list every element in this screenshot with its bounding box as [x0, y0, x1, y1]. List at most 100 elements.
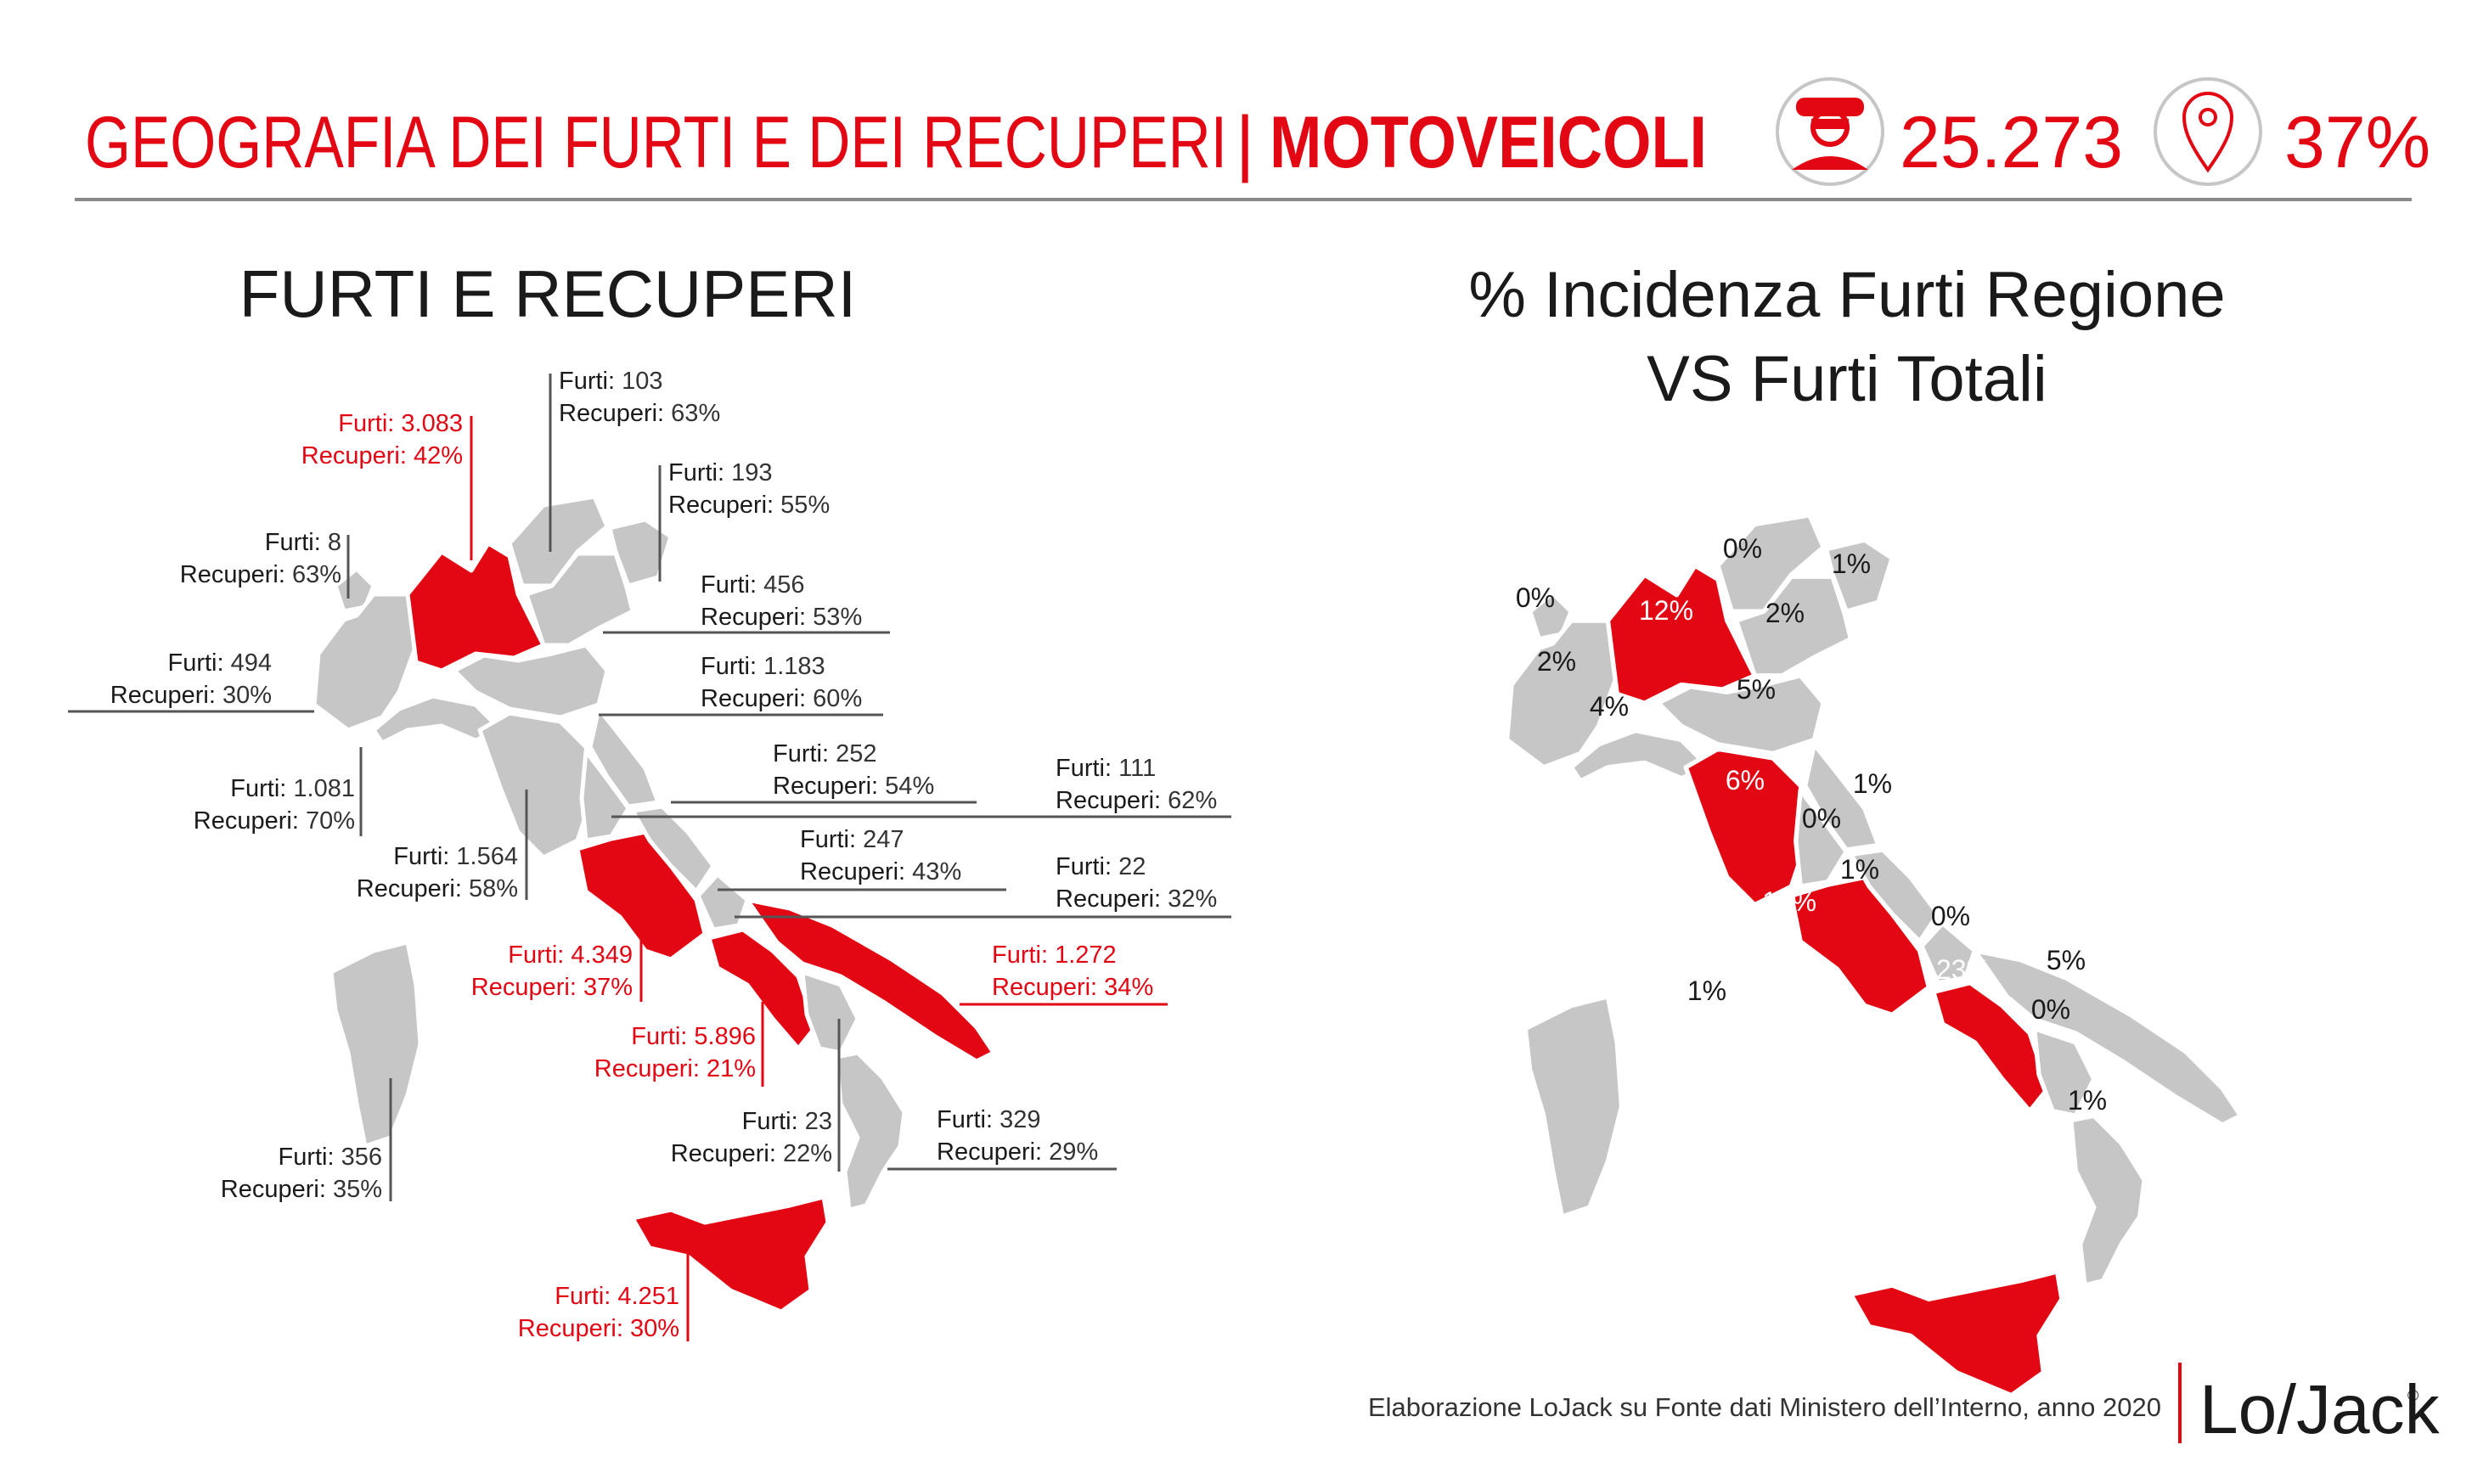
- label-value: 62%: [1161, 787, 1217, 814]
- furti-label-sardegna: Furti: 356: [278, 1144, 382, 1171]
- label-value: 35%: [326, 1176, 382, 1203]
- source-note: Elaborazione LoJack su Fonte dati Minist…: [1368, 1392, 2161, 1422]
- label-key: Furti:: [1056, 755, 1112, 782]
- left-region-emilia-romagna: [452, 643, 610, 720]
- furti-label-umbria: Furti: 111: [1056, 755, 1156, 782]
- label-value: 252: [829, 740, 876, 767]
- pct-label-valle-daosta: 0%: [1516, 582, 1555, 613]
- label-value: 8: [321, 529, 341, 556]
- label-key: Recuperi:: [1056, 885, 1161, 913]
- pct-label-puglia: 5%: [2047, 945, 2086, 975]
- recuperi-label-sicilia: Recuperi: 30%: [518, 1315, 679, 1342]
- right-region-calabria: [2069, 1113, 2147, 1288]
- pct-label-piemonte: 2%: [1537, 646, 1576, 677]
- label-value: 32%: [1161, 885, 1217, 913]
- right-region-sardegna: [1523, 994, 1625, 1219]
- title-separator: |: [1236, 102, 1254, 183]
- label-value: 54%: [878, 773, 934, 800]
- label-value: 5.896: [687, 1023, 756, 1050]
- label-key: Recuperi:: [110, 682, 216, 709]
- label-key: Recuperi:: [594, 1055, 700, 1082]
- pct-label-molise: 0%: [1931, 901, 1970, 931]
- label-key: Furti:: [265, 529, 321, 556]
- recuperi-label-puglia: Recuperi: 34%: [992, 974, 1153, 1001]
- furti-label-marche: Furti: 252: [773, 740, 877, 767]
- furti-label-calabria: Furti: 329: [937, 1106, 1041, 1133]
- right-region-lombardia: [1605, 563, 1757, 705]
- label-value: 1.081: [286, 775, 355, 802]
- recuperi-label-abruzzo: Recuperi: 43%: [800, 858, 961, 885]
- furti-label-basilicata: Furti: 23: [742, 1108, 832, 1135]
- left-region-lazio: [575, 829, 707, 962]
- label-value: 29%: [1042, 1138, 1098, 1166]
- label-value: 21%: [700, 1055, 756, 1082]
- left-region-sicilia: [630, 1195, 831, 1314]
- left-map-title: FURTI E RECUPERI: [239, 256, 857, 331]
- label-value: 23: [798, 1108, 832, 1135]
- right-region-trentino: [1715, 513, 1826, 614]
- right-region-piemonte: [1504, 618, 1619, 770]
- label-key: Recuperi:: [194, 807, 299, 835]
- left-region-molise: [695, 872, 750, 932]
- label-value: 53%: [806, 604, 862, 631]
- left-region-umbria: [579, 749, 631, 843]
- recuperi-label-toscana: Recuperi: 58%: [357, 875, 518, 902]
- label-value: 55%: [774, 492, 830, 519]
- pct-label-sicilia: 17%: [1912, 1223, 1966, 1254]
- pct-label-marche: 1%: [1853, 768, 1892, 799]
- label-value: 1.564: [449, 843, 518, 870]
- left-region-basilicata: [800, 970, 860, 1055]
- furti-label-campania: Furti: 5.896: [631, 1023, 756, 1050]
- pct-label-emilia-romagna: 5%: [1737, 674, 1776, 705]
- furti-label-abruzzo: Furti: 247: [800, 826, 904, 853]
- pct-label-trentino: 0%: [1723, 533, 1762, 564]
- label-value: 43%: [905, 858, 961, 885]
- pct-label-lombardia: 12%: [1639, 595, 1693, 626]
- furti-label-lazio: Furti: 4.349: [508, 942, 633, 969]
- label-value: 247: [856, 826, 904, 853]
- label-key: Furti:: [338, 410, 394, 437]
- label-key: Recuperi:: [668, 492, 774, 519]
- right-region-abruzzo: [1848, 847, 1940, 944]
- left-region-toscana: [477, 711, 597, 860]
- label-key: Furti:: [701, 653, 757, 680]
- lojack-logo: Lo/Jack: [2199, 1371, 2441, 1448]
- label-value: 356: [335, 1144, 382, 1171]
- label-key: Furti:: [167, 649, 223, 677]
- right-region-puglia: [1972, 948, 2244, 1127]
- label-key: Recuperi:: [357, 875, 462, 902]
- pct-label-liguria: 4%: [1590, 691, 1629, 722]
- label-value: 30%: [216, 682, 272, 709]
- right-region-campania: [1931, 980, 2051, 1114]
- stat-recovery: 37%: [2284, 102, 2430, 183]
- furti-label-valle-daosta: Furti: 8: [265, 529, 341, 556]
- recuperi-label-marche: Recuperi: 54%: [773, 773, 934, 800]
- left-region-sardegna: [329, 940, 423, 1149]
- recuperi-label-calabria: Recuperi: 29%: [937, 1138, 1098, 1166]
- recuperi-label-lombardia: Recuperi: 42%: [301, 442, 463, 469]
- furti-label-friuli: Furti: 193: [668, 459, 773, 486]
- title-bold: MOTOVEICOLI: [1270, 102, 1707, 183]
- label-key: Recuperi:: [992, 974, 1097, 1001]
- title-main: GEOGRAFIA DEI FURTI E DEI RECUPERI: [85, 102, 1227, 183]
- header: GEOGRAFIA DEI FURTI E DEI RECUPERI | MOT…: [75, 77, 2430, 201]
- recuperi-label-sardegna: Recuperi: 35%: [221, 1176, 382, 1203]
- registered-mark: ®: [2407, 1387, 2419, 1404]
- left-leader-lines: [68, 374, 1231, 1341]
- label-key: Recuperi:: [671, 1140, 776, 1167]
- pct-label-toscana: 6%: [1726, 765, 1765, 795]
- furti-label-molise: Furti: 22: [1056, 853, 1146, 880]
- left-map: FURTI E RECUPERI Furti: 3.083 Recuperi: 4…: [68, 256, 1231, 1342]
- label-value: 1.183: [757, 653, 825, 680]
- label-value: 193: [724, 459, 772, 486]
- label-value: 4.251: [611, 1283, 679, 1310]
- left-region-calabria: [834, 1050, 907, 1212]
- label-key: Furti:: [393, 843, 449, 870]
- furti-label-emilia-romagna: Furti: 1.183: [701, 653, 825, 680]
- left-region-trentino: [507, 494, 610, 588]
- furti-label-sicilia: Furti: 4.251: [555, 1283, 679, 1310]
- right-region-veneto: [1733, 574, 1854, 678]
- label-key: Furti:: [555, 1283, 611, 1310]
- label-key: Furti:: [559, 368, 615, 395]
- label-value: 329: [993, 1106, 1040, 1133]
